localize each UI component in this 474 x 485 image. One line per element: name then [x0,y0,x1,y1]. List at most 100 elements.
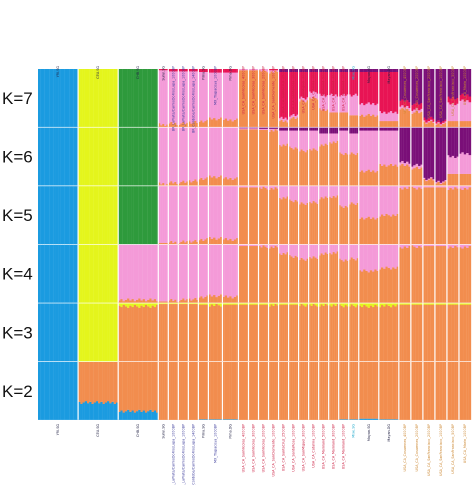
group-separator [328,69,330,127]
bar-segment-k5 [392,113,395,122]
bar-segment-k5 [166,127,169,184]
group-separator [298,303,300,362]
bar-segment-k4 [374,219,377,245]
bar-segment-k5 [190,186,193,243]
bar-segment-k5 [376,244,379,271]
bar-segment-k5 [444,186,448,188]
bar-segment-k4 [383,306,386,362]
bar-segment-k5 [398,244,402,248]
bar-segment-k5 [396,244,399,267]
bar-segment-k5 [227,244,230,298]
k-label: K=5 [2,206,33,225]
group-separator [298,362,300,420]
bar-segment-k4 [439,304,443,362]
bar-segment-k2 [306,303,309,305]
bar-segment-k5 [466,186,469,190]
bar-segment-k4 [95,362,99,402]
bar-segment-k4 [442,362,445,420]
bar-segment-k5 [215,72,218,121]
bar-segment-k4 [401,189,404,245]
bar-segment-k2 [174,303,177,305]
bar-segment-k2 [292,303,295,305]
bar-segment-k4 [367,362,371,419]
group-separator [207,69,209,127]
bar-segment-k2 [196,303,199,305]
bar-segment-k5 [413,165,416,169]
bar-segment-k4 [270,129,273,186]
bar-segment-k7 [286,127,289,131]
bar-segment-k5 [300,186,303,203]
bar-segment-k6 [392,71,395,114]
group-separator [187,244,189,303]
bar-segment-k4 [180,303,183,362]
bar-segment-k4 [233,119,237,127]
bar-segment-k4 [378,269,382,303]
k-label: K=3 [2,323,33,342]
top-population-label: USA_CA_SanClemente_1000BP [272,66,276,119]
bar-segment-k5 [302,130,305,151]
bar-segment-k4 [356,362,359,420]
bar-segment-k4 [133,362,137,413]
bar-segment-k6 [413,103,416,110]
bar-segment-k4 [348,306,351,362]
bar-segment-k1 [95,401,99,420]
bar-segment-k5 [124,244,128,300]
bar-segment-k5 [286,244,289,253]
bar-segment-k7 [381,69,384,72]
bar-segment-k7 [394,127,397,131]
bar-segment-k2 [162,303,165,305]
bar-segment-k4 [344,362,347,420]
bar-segment-k5 [403,244,407,247]
bar-segment-k4 [194,120,197,127]
bar-segment-k5 [260,186,263,189]
bar-segment-k3 [129,69,132,127]
group-separator [434,127,436,186]
bar-segment-k4 [322,198,325,245]
bar-segment-k4 [458,362,462,420]
bar-segment-k4 [320,110,323,127]
bar-segment-k4 [262,362,265,420]
bar-segment-k3 [140,186,143,245]
bar-segment-k4 [432,122,436,127]
bar-segment-k4 [461,362,464,420]
bar-segment-k3 [131,127,134,186]
bar-segment-k4 [160,303,163,362]
bar-segment-k7 [420,69,424,104]
bar-segment-k4 [202,240,205,245]
bar-segment-k4 [324,362,327,420]
bar-segment-k4 [308,148,311,186]
bottom-population-label: USA_CA_SanNicolas_3000BP [252,424,256,472]
bar-segment-k4 [430,178,433,186]
bar-segment-k7 [372,127,375,131]
bar-segment-k4 [456,188,460,245]
bar-segment-k5 [425,122,428,124]
bar-segment-k4 [164,301,167,303]
bar-segment-k4 [162,182,165,186]
bar-segment-k2 [111,69,114,127]
bar-segment-k5 [468,102,472,122]
bar-segment-k7 [306,69,309,72]
bar-segment-k2 [78,303,81,362]
bar-segment-k4 [451,121,455,127]
bar-segment-k5 [354,93,357,116]
group-separator [117,244,119,303]
bar-segment-k5 [276,244,279,248]
bar-segment-k5 [213,72,216,119]
bar-segment-k4 [365,306,368,362]
bar-segment-k4 [244,187,247,245]
bar-segment-k4 [310,362,313,420]
bar-segment-k5 [272,244,275,248]
bar-segment-k5 [206,71,209,120]
bar-segment-k4 [389,163,393,186]
bar-segment-k5 [188,127,191,181]
group-separator [187,186,189,244]
bar-segment-k4 [332,251,335,303]
bar-segment-k1 [369,418,373,420]
bar-segment-k1 [46,186,50,245]
bar-segment-k4 [316,203,319,245]
bar-segment-k4 [158,182,161,186]
bar-segment-k4 [442,245,445,303]
bar-segment-k7 [346,127,349,131]
bar-segment-k5 [233,72,237,120]
bar-segment-k4 [147,299,150,303]
